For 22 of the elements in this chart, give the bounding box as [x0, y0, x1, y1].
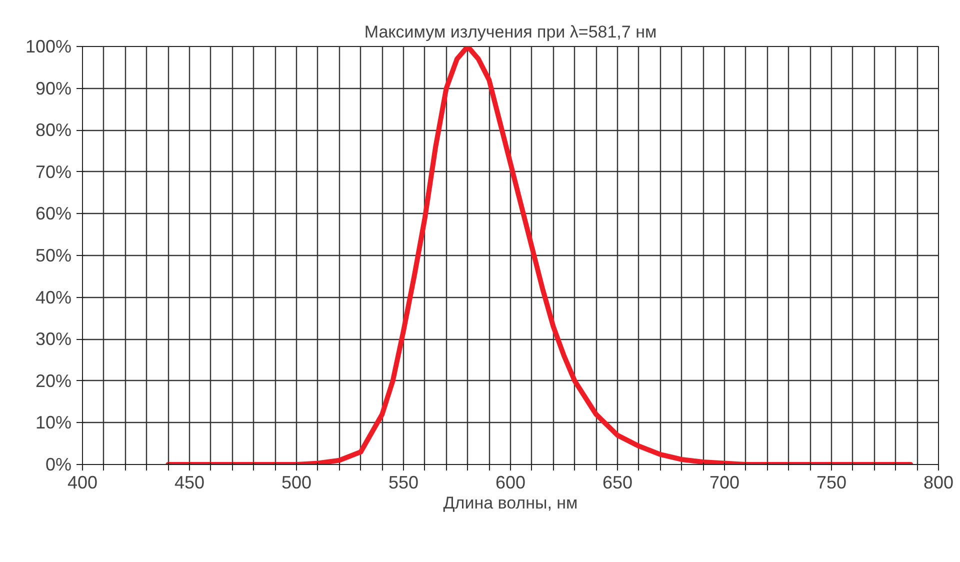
x-tick-label: 650: [602, 472, 633, 492]
y-tick-label: 30%: [35, 329, 72, 350]
y-tick-label: 0%: [45, 454, 72, 474]
y-tick-label: 90%: [35, 78, 72, 98]
y-tick-label: 20%: [35, 370, 72, 391]
chart-title: Максимум излучения при λ=581,7 нм: [364, 22, 657, 42]
x-tick-label: 400: [67, 472, 98, 492]
y-tick-label: 60%: [35, 204, 72, 224]
y-tick-label: 100%: [25, 36, 72, 56]
x-tick-label: 500: [281, 472, 312, 492]
x-axis-title: Длина волны, нм: [443, 494, 578, 512]
y-tick-label: 50%: [35, 246, 72, 266]
x-tick-label: 550: [388, 472, 419, 492]
x-tick-label: 450: [174, 472, 205, 492]
y-tick-label: 40%: [35, 287, 72, 308]
y-tick-label: 10%: [35, 412, 72, 433]
y-tick-label: 70%: [35, 162, 72, 182]
x-tick-label: 750: [816, 472, 847, 492]
x-tick-label: 700: [709, 472, 740, 492]
y-tick-label: 80%: [35, 120, 72, 140]
x-tick-label: 600: [495, 472, 526, 492]
x-tick-label: 800: [923, 472, 954, 492]
